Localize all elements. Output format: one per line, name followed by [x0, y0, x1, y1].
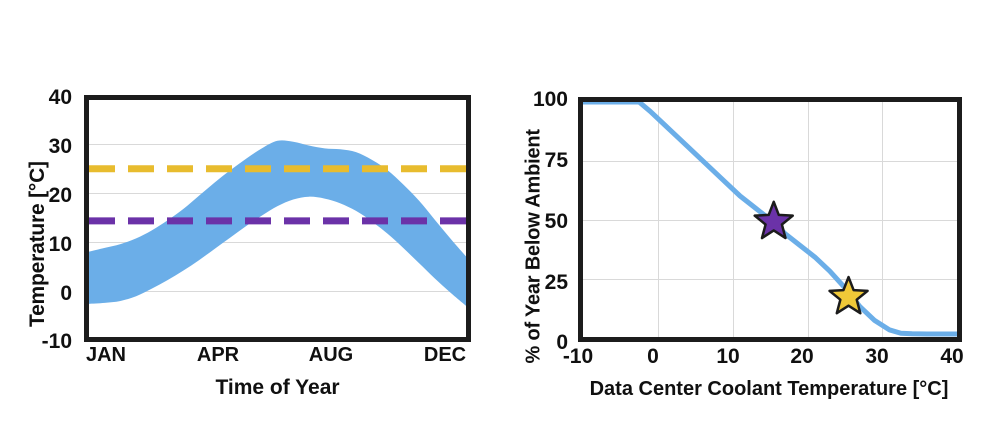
chart-panel-percent-year-below-ambient: % of Year Below Ambient 100 75 50 25 0 -… [500, 0, 1000, 433]
right-chart-plot-area [578, 97, 962, 342]
left-chart-svg [89, 140, 466, 306]
right-chart-gridline-x30 [882, 102, 883, 337]
right-chart-y-tick-0: 0 [556, 331, 568, 354]
right-chart-x-tick-30: 30 [865, 345, 889, 368]
right-chart-svg [583, 102, 957, 337]
right-chart-y-tick-100: 100 [532, 88, 568, 111]
right-chart-y-tick-25: 25 [544, 271, 568, 294]
right-chart-gridline-x10 [733, 102, 734, 337]
right-chart-x-tick-40: 40 [940, 345, 964, 368]
right-chart-x-tick-10: 10 [716, 345, 740, 368]
left-chart-gridline-0 [89, 291, 466, 292]
left-chart-y-tick-10: 10 [48, 233, 72, 256]
right-chart-gridline-x20 [808, 102, 809, 337]
ambient-temperature-band-area [89, 140, 466, 306]
left-chart-y-tick-40: 40 [48, 86, 72, 109]
right-chart-x-tick-neg10: -10 [562, 345, 594, 368]
chart-panel-ambient-temperature: Temperature [°C] 40 30 20 10 0 -10 JAN A… [26, 86, 471, 399]
right-chart-gridline-x0 [658, 102, 659, 337]
left-chart-x-tick-apr: APR [196, 344, 240, 366]
left-chart-x-tick-jan: JAN [85, 344, 126, 366]
left-chart-x-axis-title: Time of Year [215, 376, 340, 399]
right-chart-x-tick-0: 0 [647, 345, 659, 368]
left-chart-y-tick-neg10: -10 [41, 330, 72, 353]
right-chart-x-tick-20: 20 [790, 345, 814, 368]
yellow-star-marker [828, 275, 869, 315]
right-chart-x-axis-title: Data Center Coolant Temperature [°C] [589, 378, 949, 400]
right-chart-y-tick-50: 50 [544, 210, 568, 233]
right-chart-gridline-75 [583, 161, 957, 162]
left-chart-y-tick-0: 0 [60, 282, 72, 305]
purple-star-marker [753, 200, 795, 240]
right-chart-gridline-25 [583, 279, 957, 280]
left-chart-gridline-10 [89, 242, 466, 243]
left-chart-x-tick-aug: AUG [308, 344, 354, 366]
right-chart-y-tick-75: 75 [544, 149, 568, 172]
left-chart-plot-area [84, 95, 471, 342]
left-chart-y-tick-20: 20 [48, 184, 72, 207]
left-chart-y-tick-30: 30 [48, 135, 72, 158]
left-chart-x-tick-dec: DEC [423, 344, 467, 366]
